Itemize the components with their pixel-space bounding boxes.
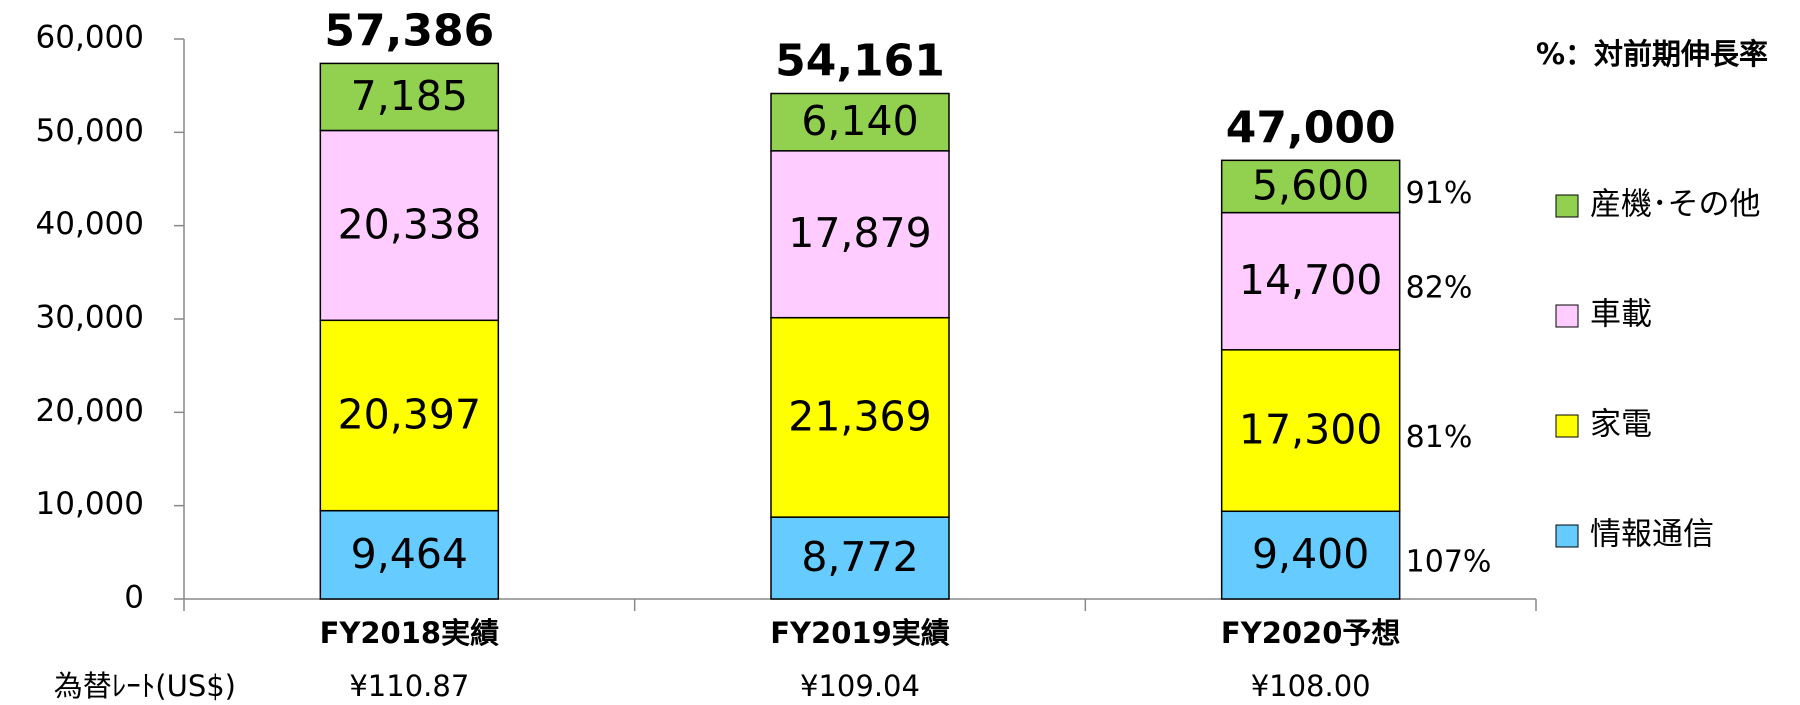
bar-segment [1220,349,1401,513]
bar-segment [770,92,950,152]
x-tick-label: FY2019実績 [770,616,950,650]
legend-swatch [1555,414,1579,438]
growth-label: 81% [1406,420,1473,455]
y-tick-label: 20,000 [36,393,144,429]
value-label: 14,700 [1239,256,1382,304]
value-label: 17,300 [1239,406,1382,454]
y-tick-label: 0 [124,580,144,616]
legend-swatch [1555,304,1579,328]
total-label: 54,161 [775,36,945,87]
value-label: 20,338 [338,200,481,248]
value-label: 6,140 [801,97,918,145]
value-label: 7,185 [351,72,468,120]
rate-label: ¥110.87 [349,669,469,703]
rate-title: 為替ﾚｰﾄ(US$) [54,669,236,703]
value-label: 9,464 [351,530,468,578]
bar-segment [319,319,500,512]
y-tick-label: 10,000 [36,486,144,522]
bar-segment [319,62,500,132]
bar-segment [770,516,950,600]
rate-label: ¥108.00 [1251,669,1371,703]
y-tick-label: 30,000 [36,300,144,336]
value-label: 17,879 [788,209,931,257]
legend-label: 車載 [1590,297,1652,333]
y-tick-label: 50,000 [36,113,144,149]
y-tick-label: 60,000 [36,20,144,56]
bar-segment [1220,510,1401,600]
note: %：対前期伸長率 [1536,37,1768,71]
bar-segment [319,129,500,322]
bar-segment [770,150,950,319]
legend-label: 情報通信 [1590,517,1714,553]
legend-label: 家電 [1590,407,1652,443]
total-label: 47,000 [1226,102,1396,153]
bar-segment [770,316,950,518]
value-label: 9,400 [1252,530,1369,578]
growth-label: 91% [1406,176,1473,211]
value-label: 8,772 [801,533,918,581]
total-label: 57,386 [324,5,494,56]
x-tick-label: FY2018実績 [320,616,500,650]
rate-label: ¥109.04 [800,669,920,703]
y-tick-label: 40,000 [36,206,144,242]
legend-swatch [1555,194,1579,218]
bar-segment [319,509,500,600]
bar-segment [1220,159,1401,214]
value-label: 20,397 [338,390,481,438]
growth-label: 82% [1406,271,1473,306]
value-label: 5,600 [1252,161,1369,209]
growth-label: 107% [1406,545,1492,580]
value-label: 21,369 [788,392,931,440]
legend-label: 産機･その他 [1590,187,1761,223]
x-tick-label: FY2020予想 [1221,616,1401,650]
legend-swatch [1555,524,1579,548]
